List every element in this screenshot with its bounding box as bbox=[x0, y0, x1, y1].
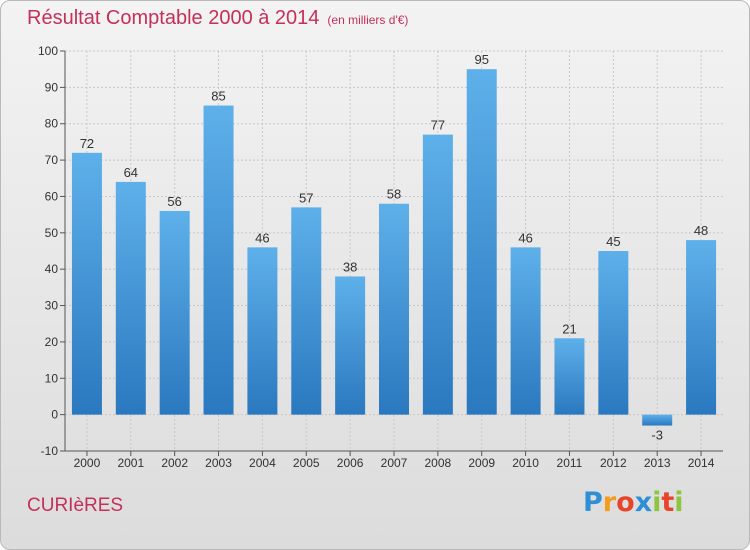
chart-subtitle: (en milliers d'€) bbox=[327, 13, 409, 27]
y-tick-label: 40 bbox=[45, 262, 59, 276]
x-tick-label: 2004 bbox=[249, 456, 276, 470]
x-tick-label: 2005 bbox=[293, 456, 320, 470]
chart-title: Résultat Comptable 2000 à 2014 (en millie… bbox=[27, 7, 408, 30]
bar-2004 bbox=[247, 247, 278, 415]
bar-2014 bbox=[686, 240, 717, 415]
y-tick-label: 20 bbox=[45, 335, 59, 349]
logo-letter: i bbox=[674, 487, 684, 518]
x-tick-label: 2006 bbox=[337, 456, 364, 470]
data-label-2003: 85 bbox=[211, 89, 225, 104]
y-tick-label: 70 bbox=[45, 153, 59, 167]
data-label-2009: 95 bbox=[474, 52, 488, 67]
x-tick-label: 2000 bbox=[74, 456, 101, 470]
data-label-2008: 77 bbox=[431, 118, 445, 133]
y-tick-label: 90 bbox=[45, 80, 59, 94]
data-label-2005: 57 bbox=[299, 190, 313, 205]
logo-letter: o bbox=[616, 487, 635, 518]
bar-2011 bbox=[554, 338, 585, 415]
logo-letter: P bbox=[583, 487, 603, 518]
logo-letter: i bbox=[652, 487, 662, 518]
x-tick-label: 2001 bbox=[117, 456, 144, 470]
data-label-2014: 48 bbox=[694, 223, 708, 238]
x-tick-label: 2008 bbox=[425, 456, 452, 470]
y-tick-label: 10 bbox=[45, 371, 59, 385]
bar-2009 bbox=[466, 69, 497, 415]
y-tick-label: 30 bbox=[45, 299, 59, 313]
bar-2002 bbox=[159, 211, 190, 415]
y-tick-label: 80 bbox=[45, 117, 59, 131]
bar-2012 bbox=[598, 251, 629, 415]
x-tick-label: 2007 bbox=[381, 456, 408, 470]
bar-2000 bbox=[71, 152, 102, 415]
bar-2010 bbox=[510, 247, 541, 415]
place-name: CURIèRES bbox=[27, 495, 124, 516]
data-label-2011: 21 bbox=[562, 321, 576, 336]
y-tick-label: 0 bbox=[51, 408, 58, 422]
bar-2007 bbox=[379, 203, 409, 415]
chart-title-text: Résultat Comptable 2000 à 2014 bbox=[27, 7, 320, 29]
bar-2008 bbox=[422, 134, 453, 415]
x-tick-label: 2014 bbox=[688, 456, 715, 470]
y-tick-label: 60 bbox=[45, 189, 59, 203]
data-label-2001: 64 bbox=[124, 165, 138, 180]
data-label-2006: 38 bbox=[343, 259, 357, 274]
data-label-2012: 45 bbox=[606, 234, 620, 249]
x-tick-label: 2012 bbox=[600, 456, 627, 470]
bar-2005 bbox=[291, 207, 322, 415]
logo-letter: x bbox=[634, 487, 653, 518]
bar-2003 bbox=[203, 105, 234, 415]
data-label-2000: 72 bbox=[80, 136, 94, 151]
logo-letter: r bbox=[602, 487, 617, 518]
x-tick-label: 2011 bbox=[557, 456, 583, 470]
x-tick-label: 2003 bbox=[205, 456, 232, 470]
proxiti-logo: Proxiti bbox=[583, 487, 684, 518]
data-label-2010: 46 bbox=[518, 230, 532, 245]
y-tick-label: 100 bbox=[38, 44, 58, 58]
data-label-2002: 56 bbox=[167, 194, 181, 209]
x-tick-label: 2010 bbox=[512, 456, 539, 470]
bar-2006 bbox=[335, 276, 366, 415]
y-tick-label: 50 bbox=[45, 226, 59, 240]
logo-letter: t bbox=[661, 487, 675, 518]
bar-2001 bbox=[115, 181, 146, 415]
bar-2013 bbox=[642, 414, 673, 426]
y-tick-label: -10 bbox=[41, 444, 59, 458]
data-label-2013: -3 bbox=[651, 428, 663, 443]
x-tick-label: 2009 bbox=[468, 456, 495, 470]
x-tick-label: 2013 bbox=[644, 456, 671, 470]
data-label-2007: 58 bbox=[387, 187, 401, 202]
data-label-2004: 46 bbox=[255, 230, 269, 245]
x-tick-label: 2002 bbox=[161, 456, 188, 470]
